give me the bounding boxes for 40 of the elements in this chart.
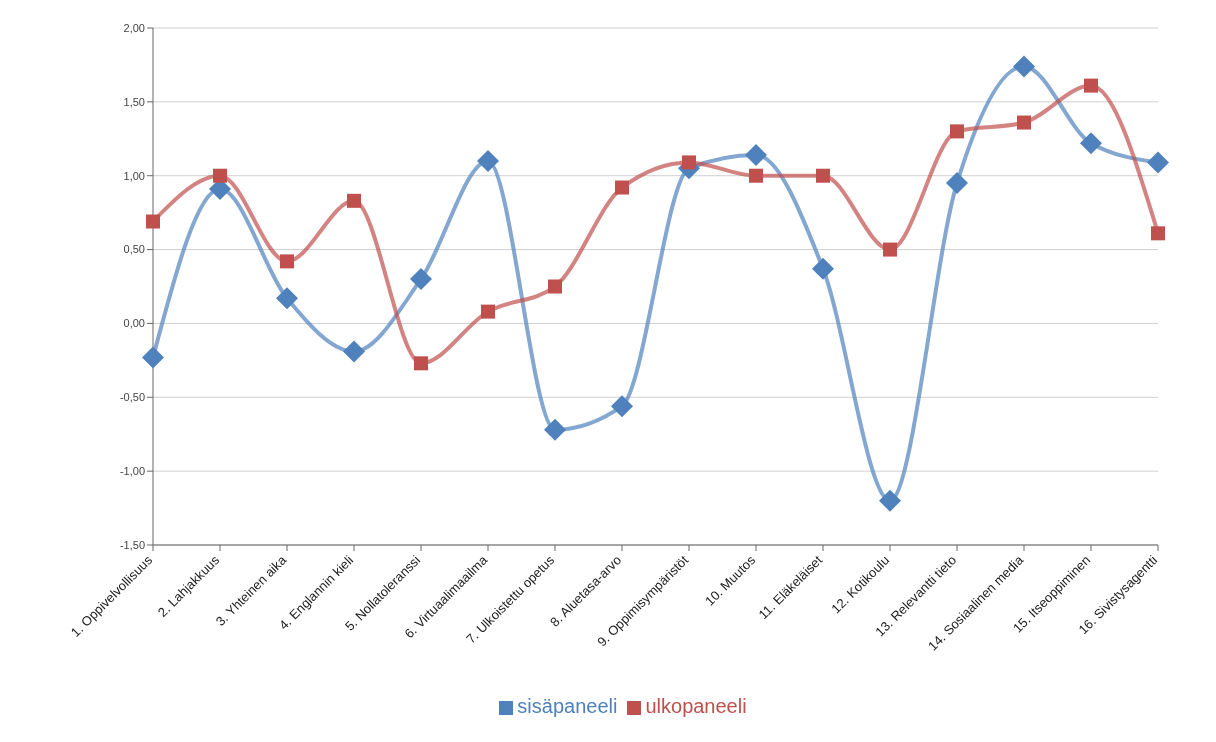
point [142, 346, 164, 369]
point [548, 279, 562, 294]
point [280, 254, 294, 269]
point [879, 489, 901, 512]
point [414, 356, 428, 371]
point [481, 304, 495, 319]
point [749, 168, 763, 183]
point [812, 257, 834, 280]
point [1080, 132, 1102, 155]
y-tick-label: 0,00 [123, 317, 145, 330]
point [477, 149, 499, 172]
point [682, 155, 696, 170]
y-tick-label: -1,00 [119, 465, 145, 478]
y-tick-label: 2,00 [123, 21, 145, 34]
y-tick-label: -0,50 [119, 391, 145, 404]
point [946, 172, 968, 195]
point [1147, 151, 1169, 174]
point [544, 418, 566, 441]
point [276, 287, 298, 310]
point [745, 144, 767, 167]
y-tick-label: 1,50 [123, 95, 145, 108]
y-tick-label: -1,50 [119, 538, 145, 551]
point [1151, 226, 1165, 241]
point [146, 214, 160, 229]
point [410, 268, 432, 291]
point [213, 168, 227, 183]
point [615, 180, 629, 195]
legend-label: sisäpaneeli [517, 695, 618, 717]
point [950, 124, 964, 139]
point [611, 395, 633, 418]
point [1013, 55, 1035, 78]
y-tick-label: 0,50 [123, 243, 145, 256]
point [347, 193, 361, 208]
point [1084, 78, 1098, 93]
point [816, 168, 830, 183]
point [1017, 115, 1031, 130]
point [883, 242, 897, 257]
point [343, 340, 365, 363]
legend-label: ulkopaneeli [645, 695, 747, 717]
y-tick-label: 1,00 [123, 169, 145, 182]
